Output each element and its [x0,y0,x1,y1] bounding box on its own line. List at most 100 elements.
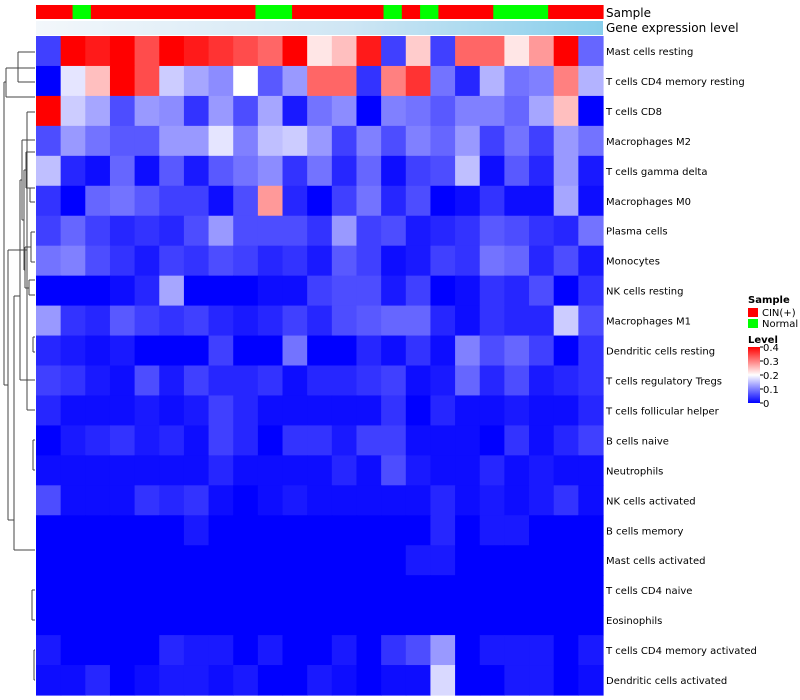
heatmap-cells [36,36,604,696]
heatmap-cell [381,95,407,127]
heatmap-cell [109,275,136,307]
heatmap-cell [183,515,210,546]
heatmap-cell [134,245,160,277]
heatmap-cell [85,605,111,636]
heatmap-cell [85,275,111,307]
heatmap-cell [455,425,481,456]
heatmap-cell [405,365,432,397]
heatmap-cell [159,545,185,576]
heatmap-cell [282,36,308,67]
heatmap-cell [282,515,308,546]
heatmap-cell [479,36,505,67]
heatmap-cell [553,215,579,247]
heatmap-cell [430,215,456,247]
heatmap-cell [504,605,530,636]
heatmap-cell [331,485,358,516]
heatmap-cell [307,36,333,67]
heatmap-cell [183,185,210,217]
heatmap-cell [36,485,62,516]
heatmap-cell [109,455,136,486]
heatmap-cell [529,545,555,576]
heatmap-cell [134,545,160,576]
heatmap-cell [504,215,530,247]
heatmap-cell [430,36,456,67]
heatmap-cell [134,155,160,187]
heatmap-cell [307,485,333,516]
heatmap-cell [331,515,358,546]
heatmap-cell [331,365,358,397]
heatmap-cell [356,395,382,426]
heatmap-cell [60,575,86,606]
heatmap-cell [208,305,234,337]
heatmap-cell [36,275,62,307]
heatmap-cell [430,575,456,606]
heatmap-cell [183,425,210,456]
heatmap-cell [282,455,308,486]
heatmap-cell [430,455,456,486]
legend-sample-title: Sample [748,295,790,306]
heatmap-cell [529,36,555,67]
sample-annotation-cell [365,5,385,19]
sample-annotation-cell [127,5,147,19]
heatmap-cell [356,545,382,576]
heatmap-cell [504,155,530,187]
heatmap-cell [134,575,160,606]
heatmap-cell [479,575,505,606]
heatmap-cell [134,665,160,696]
heatmap-cell [134,215,160,247]
row-label: Dendritic cells resting [606,347,715,358]
heatmap-cell [36,425,62,456]
heatmap-cell [578,215,604,247]
heatmap-cell [578,455,604,486]
heatmap-cell [282,635,308,666]
heatmap-cell [159,335,185,367]
sample-annotation-cell [346,5,366,19]
heatmap-cell [233,155,259,187]
heatmap-cell [553,275,579,307]
heatmap-cell [109,545,136,576]
heatmap-cell [430,545,456,576]
heatmap-cell [529,575,555,606]
heatmap-cell [356,425,382,456]
heatmap-cell [208,425,234,456]
heatmap-cell [381,455,407,486]
heatmap-cell [504,36,530,67]
heatmap-cell [282,215,308,247]
heatmap-cell [331,455,358,486]
row-label: T cells CD4 memory activated [605,646,757,657]
heatmap-cell [233,335,259,367]
heatmap-cell [455,65,481,97]
heatmap-cell [479,65,505,97]
heatmap-cell [159,665,185,696]
heatmap-cell [430,125,456,157]
heatmap-cell [356,665,382,696]
heatmap-cell [553,335,579,367]
heatmap-cell [134,365,160,397]
heatmap-cell [455,275,481,307]
heatmap-cell [85,36,111,67]
heatmap-cell [405,125,432,157]
heatmap-cell [479,635,505,666]
heatmap-cell [208,605,234,636]
heatmap-cell [553,485,579,516]
heatmap-cell [183,575,210,606]
row-label: Monocytes [606,257,660,268]
row-label: Macrophages M1 [606,317,691,328]
heatmap-cell [134,275,160,307]
heatmap-cell [307,185,333,217]
heatmap-cell [578,515,604,546]
heatmap-cell [282,665,308,696]
heatmap-cell [504,395,530,426]
heatmap-cell [553,305,579,337]
sample-annotation-cell [511,5,531,19]
heatmap-cell [159,635,185,666]
heatmap-cell [60,335,86,367]
heatmap-cell [553,125,579,157]
heatmap-cell [159,455,185,486]
row-label: Mast cells activated [606,556,705,567]
heatmap-cell [504,485,530,516]
heatmap-cell [257,665,284,696]
heatmap-cell [529,455,555,486]
heatmap-cell [553,425,579,456]
heatmap-cell [553,185,579,217]
